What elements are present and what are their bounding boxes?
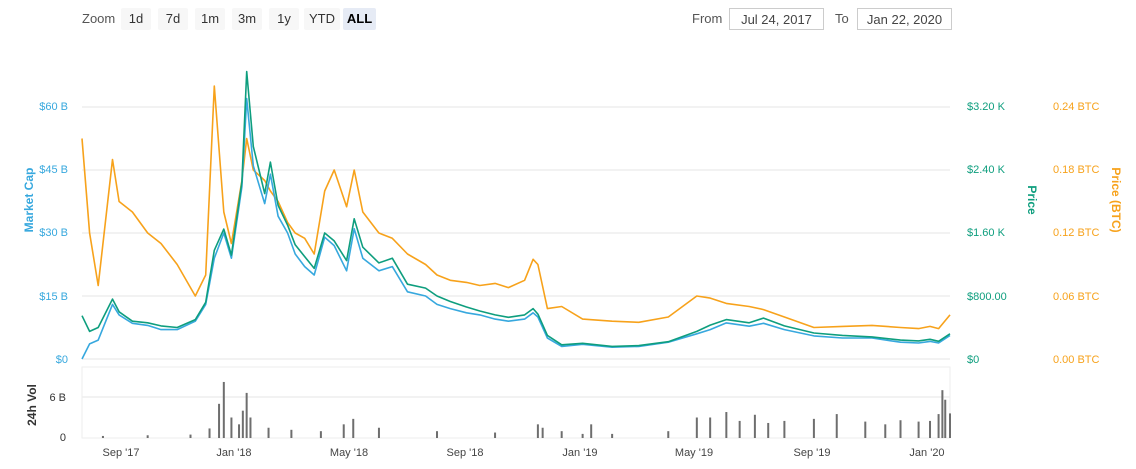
x-tick-label: Jan '18 — [216, 447, 251, 459]
price-tick-label: $3.20 K — [967, 101, 1006, 113]
volume-bar — [208, 428, 211, 438]
volume-bar — [709, 417, 712, 438]
volume-bar — [581, 433, 584, 438]
price-btc-axis-title: Price (BTC) — [1109, 167, 1123, 232]
zoom-1d-button[interactable]: 1d — [121, 8, 151, 30]
volume-bar — [812, 418, 815, 438]
to-date-input[interactable]: Jan 22, 2020 — [857, 8, 952, 30]
zoom-label: Zoom — [82, 11, 116, 26]
chart-toolbar: Zoom 1d 7d 1m 3m 1y YTD ALL From Jul 24,… — [0, 0, 1136, 40]
volume-tick-label: 0 — [60, 432, 66, 444]
btc-tick-label: 0.06 BTC — [1053, 291, 1100, 303]
zoom-3m-button[interactable]: 3m — [232, 8, 262, 30]
from-date-input[interactable]: Jul 24, 2017 — [729, 8, 824, 30]
price-axis-title: Price — [1025, 185, 1039, 215]
volume-bar — [783, 420, 786, 438]
volume-bar — [342, 424, 345, 438]
volume-bar — [101, 435, 104, 438]
volume-bar — [767, 422, 770, 438]
volume-bar — [541, 427, 544, 438]
zoom-1y-button[interactable]: 1y — [269, 8, 299, 30]
volume-bar — [611, 433, 614, 438]
volume-bar — [245, 392, 248, 438]
price-tick-label: $1.60 K — [967, 227, 1006, 239]
volume-bar — [494, 432, 497, 438]
volume-bar — [146, 435, 149, 438]
volume-bar — [189, 434, 192, 438]
volume-bar — [667, 431, 670, 438]
volume-bar — [917, 421, 920, 438]
x-tick-label: Sep '17 — [103, 447, 140, 459]
from-label: From — [692, 11, 723, 26]
x-tick-label: Jan '19 — [562, 447, 597, 459]
volume-bar — [738, 420, 741, 438]
price-tick-label: $800.00 — [967, 291, 1007, 303]
volume-bar — [884, 424, 887, 438]
btc-tick-label: 0.00 BTC — [1053, 354, 1100, 366]
mcap-tick-label: $45 B — [39, 164, 68, 176]
zoom-7d-button[interactable]: 7d — [158, 8, 188, 30]
price-tick-label: $0 — [967, 354, 979, 366]
price-tick-label: $2.40 K — [967, 164, 1006, 176]
volume-bar — [560, 431, 563, 438]
volume-bar — [218, 403, 221, 438]
volume-bar — [290, 429, 293, 438]
zoom-1m-button[interactable]: 1m — [195, 8, 225, 30]
volume-bar — [929, 420, 932, 438]
volume-axis-title: 24h Vol — [25, 384, 39, 426]
zoom-ytd-button[interactable]: YTD — [304, 8, 340, 30]
volume-bar — [222, 381, 225, 438]
btc-tick-label: 0.12 BTC — [1053, 227, 1100, 239]
volume-bar — [352, 418, 355, 438]
volume-bar — [941, 390, 944, 438]
btc-tick-label: 0.18 BTC — [1053, 164, 1100, 176]
axes: Market Cap Price Price (BTC) 24h Vol $0 … — [22, 101, 1123, 459]
volume-bar — [319, 431, 322, 438]
mcap-tick-label: $60 B — [39, 101, 68, 113]
volume-bar — [864, 421, 867, 438]
volume-bar — [590, 424, 593, 438]
volume-bar — [899, 420, 902, 438]
price-btc-series-line — [81, 85, 951, 330]
volume-bar — [753, 414, 756, 438]
volume-tick-label: 6 B — [49, 392, 66, 404]
volume-bar — [377, 427, 380, 438]
x-tick-label: Sep '19 — [794, 447, 831, 459]
mcap-tick-label: $0 — [56, 354, 68, 366]
volume-bars — [101, 381, 951, 438]
mcap-tick-label: $15 B — [39, 291, 68, 303]
mcap-tick-label: $30 B — [39, 227, 68, 239]
volume-bar — [695, 417, 698, 438]
grid-lines — [81, 106, 951, 439]
x-tick-label: Jan '20 — [909, 447, 944, 459]
btc-tick-label: 0.24 BTC — [1053, 101, 1100, 113]
zoom-all-button[interactable]: ALL — [343, 8, 376, 30]
market-cap-axis-title: Market Cap — [22, 168, 36, 233]
volume-bar — [725, 412, 728, 438]
volume-bar — [241, 410, 244, 438]
x-tick-label: Sep '18 — [447, 447, 484, 459]
price-usd-series-line — [81, 70, 951, 348]
volume-bar — [436, 431, 439, 438]
to-label: To — [835, 11, 849, 26]
x-tick-label: May '18 — [330, 447, 368, 459]
series-lines — [81, 70, 951, 360]
volume-bar — [536, 424, 539, 438]
x-tick-label: May '19 — [675, 447, 713, 459]
volume-bar — [238, 424, 241, 438]
volume-bar — [835, 414, 838, 438]
volume-bar — [267, 427, 270, 438]
volume-bar — [949, 413, 951, 438]
volume-bar — [944, 399, 947, 438]
volume-bar — [937, 414, 940, 438]
volume-bar — [249, 417, 252, 438]
volume-panel-frame — [81, 366, 951, 439]
volume-bar — [230, 417, 233, 438]
